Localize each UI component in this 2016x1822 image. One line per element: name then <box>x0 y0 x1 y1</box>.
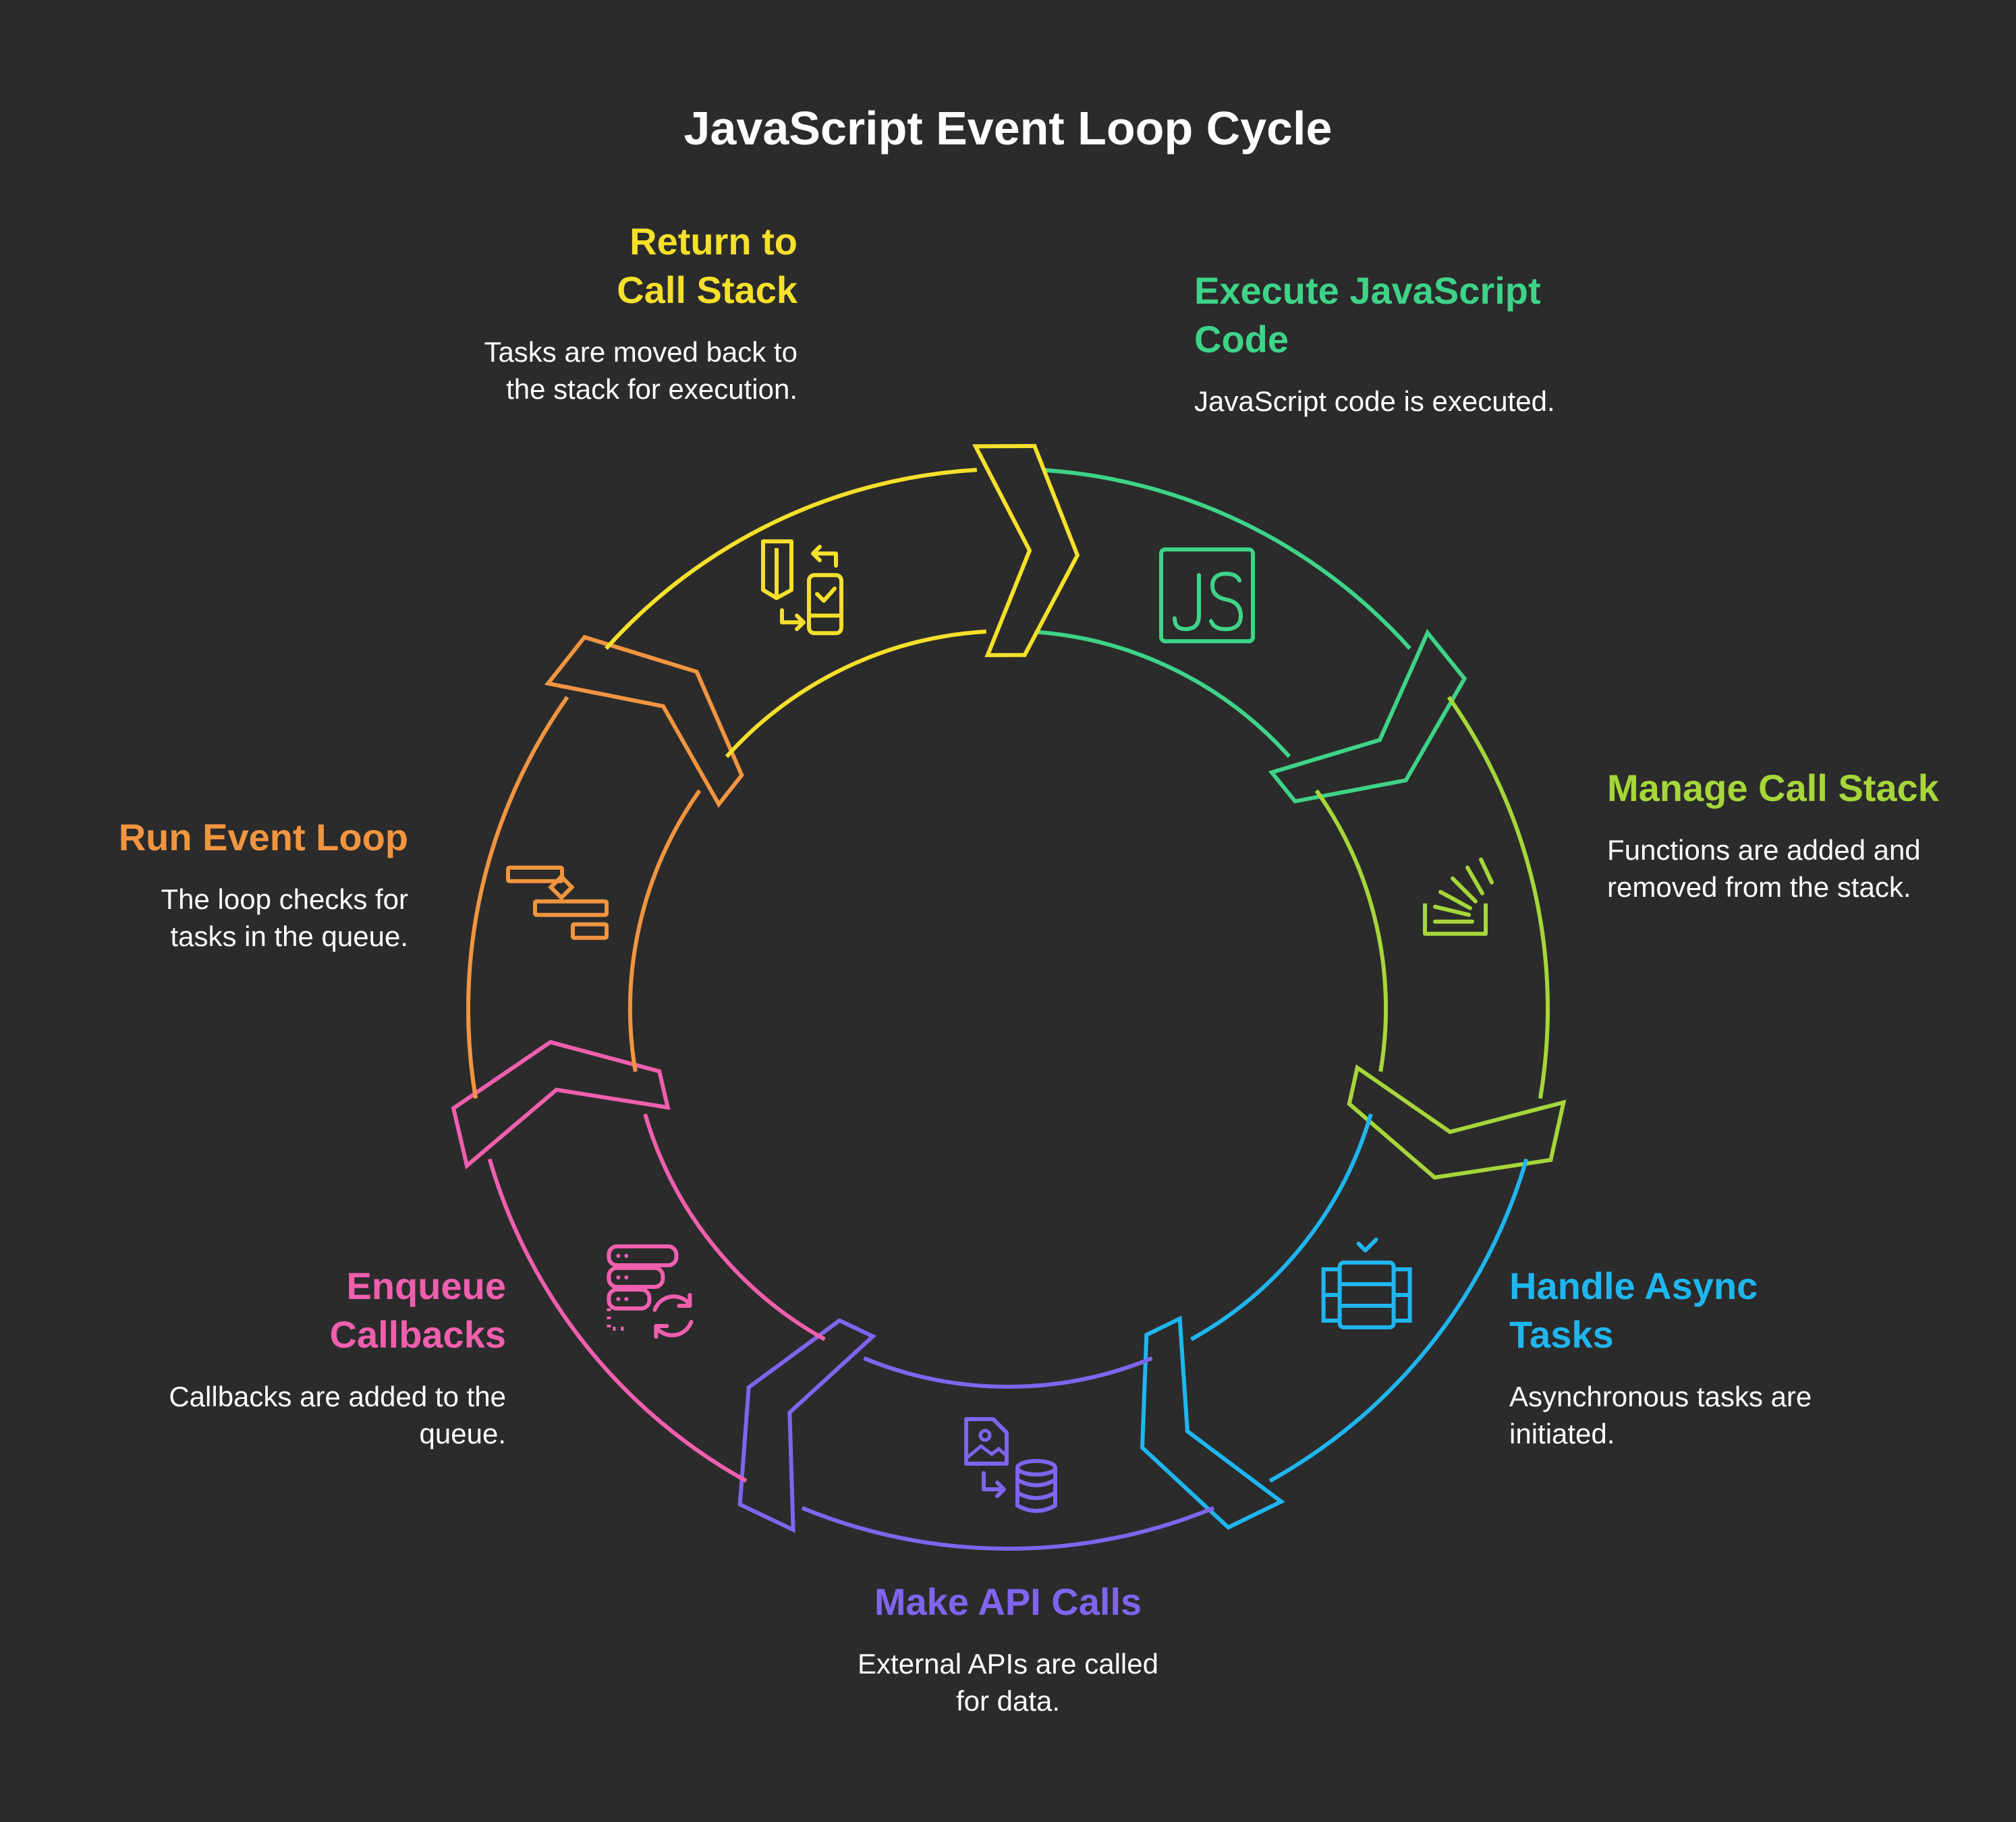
step-enqueue: Enqueue Callbacks Callbacks are added to… <box>169 1262 506 1452</box>
step-description: External APIs are called for data. <box>858 1648 1158 1717</box>
server-check-icon <box>1321 1238 1412 1329</box>
js-file-icon <box>1159 547 1255 644</box>
step-description: Callbacks are added to the queue. <box>169 1381 506 1450</box>
step-description: Tasks are moved back to the stack for ex… <box>484 336 797 405</box>
image-database-icon <box>964 1417 1057 1513</box>
step-loop: Run Event Loop The loop checks for tasks… <box>101 813 408 955</box>
inner-arc <box>863 1356 1153 1389</box>
server-refresh-icon <box>607 1244 694 1339</box>
segment-return <box>605 443 1080 758</box>
step-description: Asynchronous tasks are initiated. <box>1509 1381 1812 1450</box>
segment-async <box>1140 1113 1529 1530</box>
inner-arc <box>725 629 986 758</box>
chevron-execute <box>1268 628 1467 804</box>
transfer-icon <box>761 539 843 636</box>
step-execute: Execute JavaScript Code JavaScript code … <box>1194 267 1613 420</box>
inner-arc <box>1314 789 1388 1072</box>
step-title: Run Event Loop <box>118 816 408 858</box>
chevron-enqueue <box>451 1040 671 1169</box>
outer-arc <box>487 1158 748 1483</box>
step-description: Functions are added and removed from the… <box>1607 834 1921 903</box>
inner-arc <box>628 789 702 1072</box>
stack-icon <box>1423 857 1494 936</box>
step-title: Make API Calls <box>874 1580 1142 1623</box>
chevron-async <box>1140 1315 1285 1530</box>
flowchart-icon <box>506 865 609 940</box>
outer-arc <box>1268 1158 1529 1483</box>
outer-arc <box>605 468 978 651</box>
step-title: Manage Call Stack <box>1607 767 1939 809</box>
page-title: JavaScript Event Loop Cycle <box>683 102 1333 155</box>
inner-arc <box>1030 629 1291 758</box>
step-async: Handle Async Tasks Asynchronous tasks ar… <box>1509 1262 1860 1452</box>
chevron-manage <box>1347 1064 1567 1180</box>
step-return: Return to Call Stack Tasks are moved bac… <box>466 217 797 408</box>
outer-arc <box>466 696 569 1099</box>
outer-arc <box>1038 468 1411 651</box>
step-title: Return to Call Stack <box>617 220 797 311</box>
chevron-return <box>972 443 1080 657</box>
inner-arc <box>643 1113 826 1342</box>
step-api: Make API Calls External APIs are called … <box>806 1578 1210 1719</box>
step-title: Handle Async Tasks <box>1509 1265 1758 1356</box>
outer-arc <box>1447 696 1550 1099</box>
inner-arc <box>1190 1113 1373 1342</box>
step-description: The loop checks for tasks in the queue. <box>161 883 408 952</box>
chevron-api <box>737 1318 877 1533</box>
step-title: Execute JavaScript Code <box>1194 269 1541 360</box>
step-title: Enqueue Callbacks <box>329 1265 507 1356</box>
chevron-loop <box>544 634 744 808</box>
segment-api <box>737 1318 1215 1551</box>
step-manage: Manage Call Stack Functions are added an… <box>1607 764 1958 906</box>
segment-manage <box>1314 696 1567 1180</box>
outer-arc <box>801 1506 1215 1551</box>
segment-execute <box>1030 468 1467 804</box>
step-description: JavaScript code is executed. <box>1194 385 1555 417</box>
segment-enqueue <box>451 1040 826 1483</box>
segment-loop <box>466 634 744 1099</box>
